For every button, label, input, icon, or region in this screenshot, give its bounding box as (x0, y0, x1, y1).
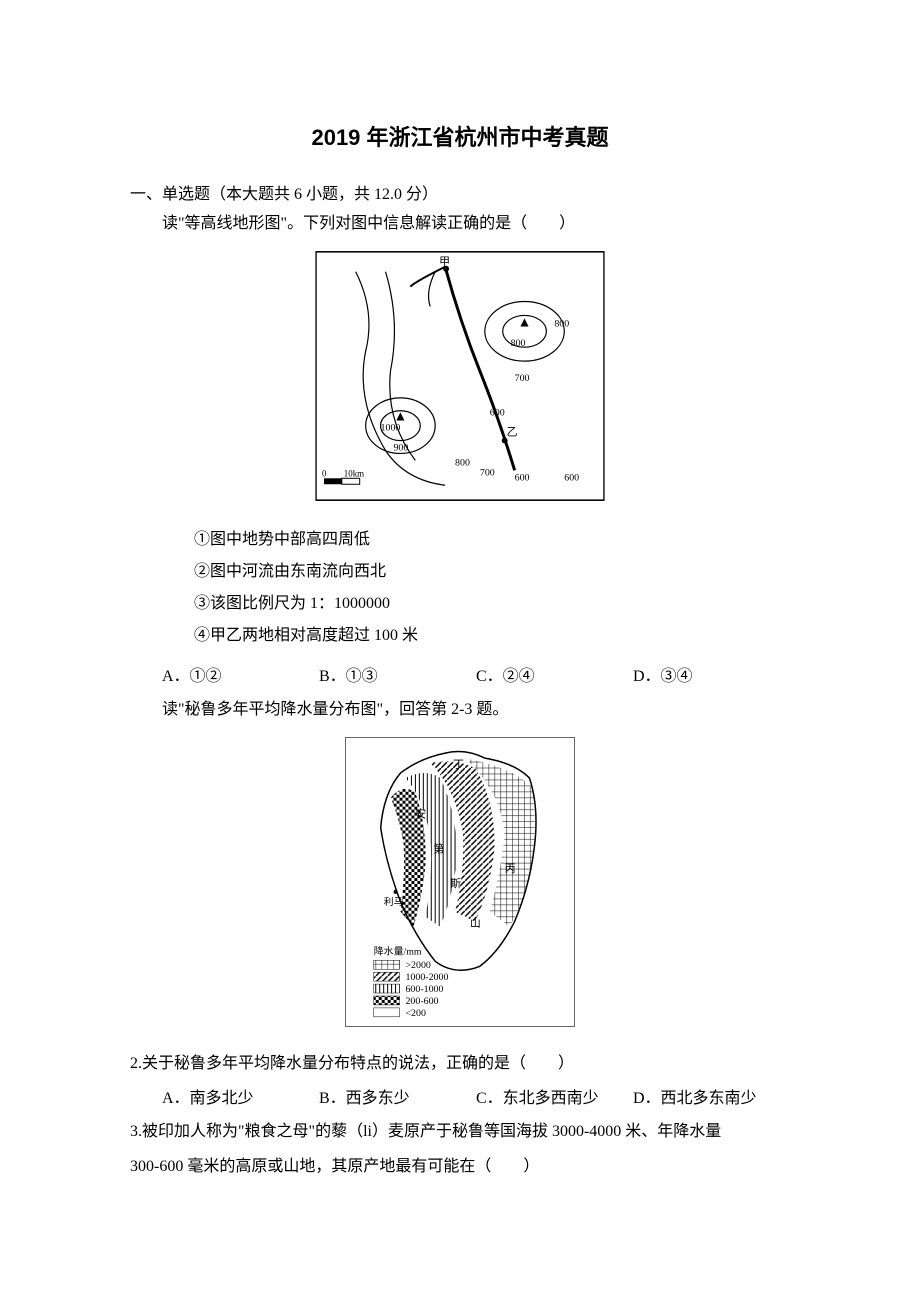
svg-text:甲: 甲 (439, 256, 450, 268)
q2-figure: 利马 安 第 斯 山 丙 丁 降水量/mm >2000 1000-2000 60… (345, 737, 575, 1027)
svg-text:0: 0 (322, 468, 327, 478)
svg-text:利马: 利马 (384, 895, 404, 907)
q1-statement-3: ③该图比例尺为 1：1000000 (194, 588, 790, 620)
svg-text:600-1000: 600-1000 (405, 984, 443, 995)
svg-text:安: 安 (415, 806, 426, 820)
svg-text:1000-2000: 1000-2000 (405, 972, 448, 983)
svg-text:>2000: >2000 (405, 960, 430, 971)
q3-stem-line2: 300-600 毫米的高原或山地，其原产地最有可能在（ ） (130, 1153, 790, 1182)
svg-text:900: 900 (393, 442, 408, 453)
q1-figure: ▲ ▲ 甲 乙 1000 900 800 800 700 600 800 700… (315, 251, 605, 501)
svg-text:600: 600 (564, 472, 579, 483)
section-header: 一、单选题（本大题共 6 小题，共 12.0 分） (130, 180, 790, 204)
svg-text:800: 800 (455, 457, 470, 468)
svg-text:800: 800 (511, 338, 526, 349)
q2-option-c: C．东北多西南少 (476, 1084, 633, 1108)
peru-rain-map-svg: 利马 安 第 斯 山 丙 丁 降水量/mm >2000 1000-2000 60… (346, 737, 574, 1027)
q1-figure-container: ▲ ▲ 甲 乙 1000 900 800 800 700 600 800 700… (130, 251, 790, 506)
q1-option-d: D．③④ (633, 662, 790, 686)
svg-text:第: 第 (433, 841, 444, 855)
q2-figure-container: 利马 安 第 斯 山 丙 丁 降水量/mm >2000 1000-2000 60… (130, 737, 790, 1032)
svg-text:600: 600 (490, 408, 505, 419)
svg-text:600: 600 (515, 472, 530, 483)
svg-text:10km: 10km (344, 468, 364, 478)
svg-text:200-600: 200-600 (405, 996, 438, 1007)
q2-option-b: B．西多东少 (319, 1084, 476, 1108)
svg-text:丁: 丁 (453, 759, 464, 771)
q2-option-a: A．南多北少 (162, 1084, 319, 1108)
q1-stem: 读"等高线地形图"。下列对图中信息解读正确的是（ ） (162, 210, 790, 239)
q1-option-c: C．②④ (476, 662, 633, 686)
q1-statement-2: ②图中河流由东南流向西北 (194, 556, 790, 588)
svg-text:800: 800 (554, 318, 569, 329)
q1-statement-4: ④甲乙两地相对高度超过 100 米 (194, 620, 790, 652)
q2-stem: 2.关于秘鲁多年平均降水量分布特点的说法，正确的是（ ） (130, 1050, 790, 1079)
svg-text:山: 山 (470, 916, 481, 929)
svg-text:700: 700 (515, 373, 530, 384)
q1-options: A．①② B．①③ C．②④ D．③④ (162, 662, 790, 686)
q3-stem-line1: 3.被印加人称为"粮食之母"的藜（li）麦原产于秘鲁等国海拔 3000-4000… (130, 1118, 790, 1147)
exam-title: 2019 年浙江省杭州市中考真题 (130, 120, 790, 152)
svg-text:1000: 1000 (381, 422, 401, 433)
contour-map-svg: ▲ ▲ 甲 乙 1000 900 800 800 700 600 800 700… (316, 251, 604, 501)
svg-text:丙: 丙 (505, 863, 516, 875)
q2-options: A．南多北少 B．西多东少 C．东北多西南少 D．西北多东南少 (162, 1084, 790, 1108)
q1-option-b: B．①③ (319, 662, 476, 686)
q2-3-intro: 读"秘鲁多年平均降水量分布图"，回答第 2-3 题。 (162, 696, 790, 725)
svg-text:乙: 乙 (507, 425, 518, 438)
svg-text:700: 700 (480, 467, 495, 478)
svg-text:<200: <200 (405, 1007, 425, 1018)
q2-option-d: D．西北多东南少 (633, 1084, 790, 1108)
q1-statements: ①图中地势中部高四周低 ②图中河流由东南流向西北 ③该图比例尺为 1：10000… (194, 524, 790, 652)
svg-text:降水量/mm: 降水量/mm (374, 944, 422, 957)
q1-option-a: A．①② (162, 662, 319, 686)
svg-text:斯: 斯 (450, 877, 461, 890)
svg-text:▲: ▲ (518, 315, 532, 330)
q1-statement-1: ①图中地势中部高四周低 (194, 524, 790, 556)
